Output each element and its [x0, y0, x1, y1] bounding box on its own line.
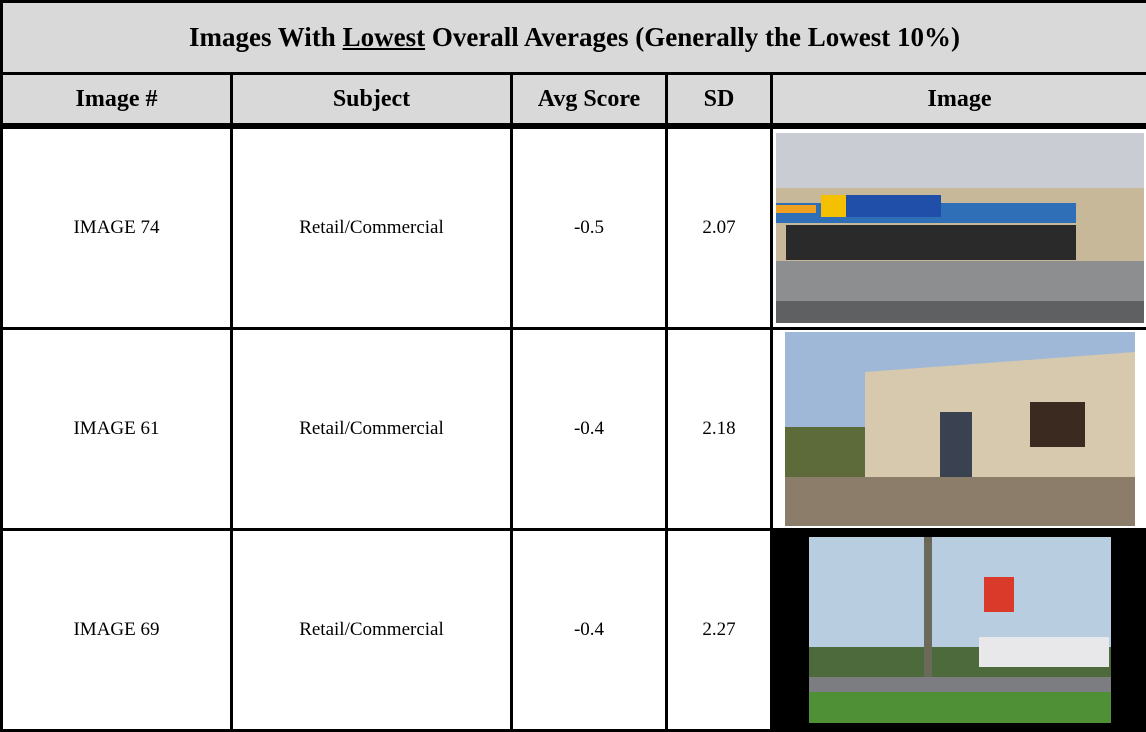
table-row: IMAGE 74 Retail/Commercial -0.5 2.07: [0, 124, 1146, 330]
column-header: Avg Score: [510, 72, 668, 129]
cell: 2.07: [665, 124, 773, 330]
table-row: IMAGE 61 Retail/Commercial -0.4 2.18: [0, 326, 1146, 531]
cell: -0.4: [510, 326, 668, 531]
photo: [784, 331, 1135, 526]
header-row: Image # Subject Avg Score SD Image: [0, 72, 1146, 129]
image-cell: [770, 326, 1146, 531]
cell: 2.27: [665, 527, 773, 732]
image-cell: [770, 527, 1146, 732]
title-row: Images With Lowest Overall Averages (Gen…: [0, 0, 1146, 76]
column-header: SD: [665, 72, 773, 129]
column-header: Image #: [0, 72, 233, 129]
column-header: Image: [770, 72, 1146, 129]
column-header: Subject: [230, 72, 513, 129]
table-title: Images With Lowest Overall Averages (Gen…: [0, 0, 1146, 76]
cell: -0.5: [510, 124, 668, 330]
table-row: IMAGE 69 Retail/Commercial -0.4 2.27: [0, 527, 1146, 732]
cell: Retail/Commercial: [230, 326, 513, 531]
image-cell: [770, 124, 1146, 330]
cell: IMAGE 61: [0, 326, 233, 531]
cell: 2.18: [665, 326, 773, 531]
title-emphasis: Lowest: [342, 22, 426, 53]
cell: Retail/Commercial: [230, 124, 513, 330]
cell: -0.4: [510, 527, 668, 732]
photo: [808, 536, 1111, 723]
photo: [775, 132, 1144, 323]
title-part: Images With: [189, 22, 343, 53]
title-part: Overall Averages (Generally the Lowest 1…: [425, 22, 960, 53]
cell: Retail/Commercial: [230, 527, 513, 732]
cell: IMAGE 74: [0, 124, 233, 330]
cell: IMAGE 69: [0, 527, 233, 732]
